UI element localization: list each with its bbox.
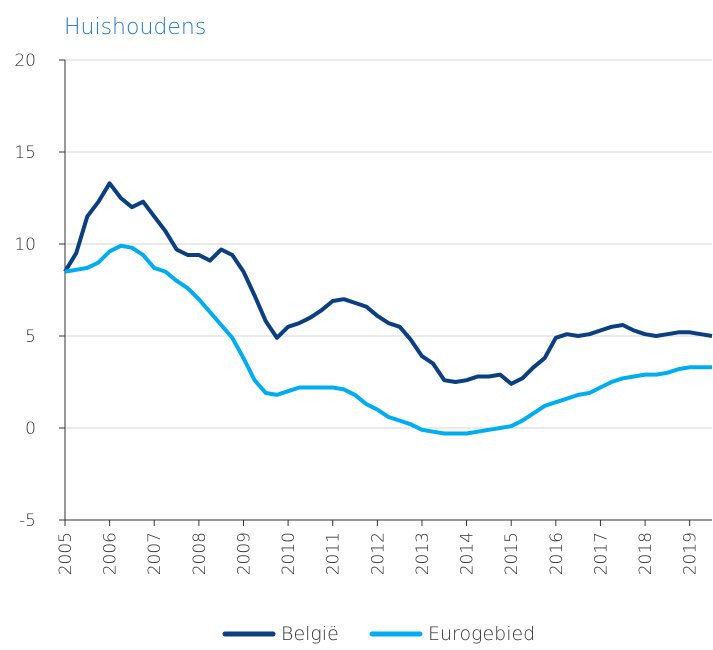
x-tick-label: 2015 — [502, 532, 522, 575]
x-tick-label: 2014 — [458, 532, 478, 575]
y-tick-label: 5 — [25, 327, 36, 347]
x-tick-label: 2009 — [234, 532, 254, 575]
x-tick-label: 2012 — [368, 532, 388, 575]
series-line — [64, 243, 712, 436]
x-tick-label: 2016 — [547, 532, 567, 575]
x-tick-label: 2007 — [145, 532, 165, 575]
chart-title: Huishoudens — [64, 15, 206, 40]
y-tick-label: 15 — [14, 143, 36, 163]
x-tick-label: 2010 — [279, 532, 299, 575]
y-tick-label: 10 — [14, 235, 36, 255]
y-tick-label: 20 — [14, 51, 36, 71]
y-tick-label: -5 — [19, 511, 36, 531]
x-tick-label: 2018 — [636, 532, 656, 575]
x-tick-label: 2008 — [190, 532, 210, 575]
x-tick-label: 2006 — [101, 532, 121, 575]
x-tick-label: 2013 — [413, 532, 433, 575]
series-line — [63, 181, 713, 386]
y-tick-label: 0 — [25, 419, 36, 439]
legend-label: Eurogebied — [428, 623, 535, 645]
x-tick-label: 2011 — [324, 532, 344, 575]
legend-label: België — [281, 623, 339, 645]
x-tick-label: 2005 — [56, 532, 76, 575]
x-tick-label: 2019 — [681, 532, 701, 575]
x-tick-label: 2017 — [591, 532, 611, 575]
